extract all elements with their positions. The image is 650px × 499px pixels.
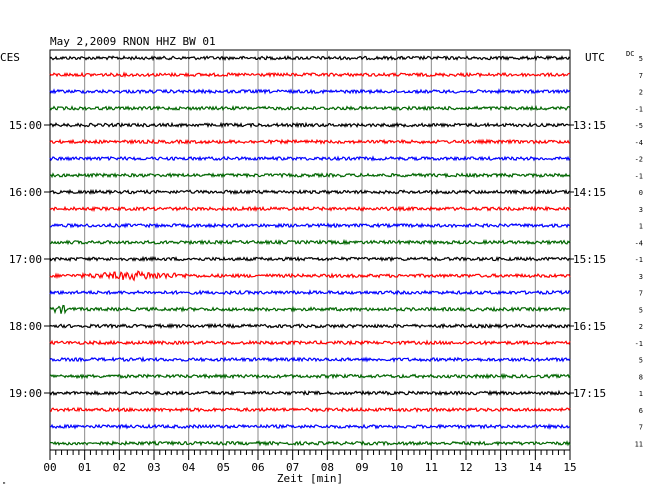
dc-offset-value: 5: [639, 306, 643, 314]
dc-offset-value: 2: [639, 89, 643, 97]
dc-offset-value: -1: [635, 340, 643, 348]
plot-area: 15:00 16:00 17:00 18:00 19:00 13:15 14:15 15:15…: [9, 49, 643, 474]
dc-offset-value: -1: [635, 256, 643, 264]
seismic-trace: [49, 172, 571, 179]
seismic-trace: [49, 222, 571, 229]
dc-offset-value: 3: [639, 206, 643, 214]
dc-offset-value: 3: [639, 273, 643, 281]
dc-offset-value: -4: [635, 139, 643, 147]
dc-offset-value: 2: [639, 323, 643, 331]
right-time-label: 15:15: [573, 253, 606, 266]
dc-offset-value: 5: [639, 357, 643, 365]
dc-offset-value: -5: [635, 122, 643, 130]
seismic-trace: [49, 205, 571, 213]
x-tick-label: 12: [459, 461, 472, 474]
dc-offset-value: 7: [639, 424, 643, 432]
right-time-label: 13:15: [573, 119, 606, 132]
x-tick-label: 05: [217, 461, 230, 474]
dc-offset-value: 7: [639, 72, 643, 80]
seismic-trace: [49, 423, 571, 430]
seismic-trace: [49, 440, 571, 447]
seismic-trace: [49, 406, 571, 413]
x-tick-label: 15: [563, 461, 576, 474]
x-tick-label: 01: [78, 461, 91, 474]
dc-offset-value: 8: [639, 373, 643, 381]
left-corner-label: CES: [0, 51, 20, 64]
x-tick-label: 06: [251, 461, 264, 474]
seismic-trace: [49, 304, 571, 315]
seismic-trace: [49, 71, 571, 79]
dc-offset-value: 0: [639, 189, 643, 197]
seismic-trace: [49, 55, 571, 62]
dc-offset-value: 11: [635, 440, 643, 448]
left-time-label: 19:00: [9, 387, 42, 400]
seismic-trace: [49, 104, 571, 112]
x-tick-label: 02: [113, 461, 126, 474]
chart-title: May 2,2009 RNON HHZ BW 01: [50, 35, 216, 48]
seismic-trace: [49, 121, 571, 129]
left-time-label: 16:00: [9, 186, 42, 199]
seismic-trace: [49, 289, 571, 296]
dc-offset-value: 1: [639, 223, 643, 231]
right-time-label: 17:15: [573, 387, 606, 400]
dc-offset-value: -1: [635, 105, 643, 113]
seismic-trace: [49, 88, 571, 95]
x-tick-label: 04: [182, 461, 196, 474]
footnote-mark: ": [2, 481, 6, 489]
x-axis-label: Zeit [min]: [277, 472, 343, 485]
x-tick-label: 00: [43, 461, 56, 474]
x-tick-label: 14: [529, 461, 543, 474]
dc-offset-value: -1: [635, 172, 643, 180]
x-tick-label: 09: [355, 461, 368, 474]
right-time-label: 14:15: [573, 186, 606, 199]
right-corner-label: UTC: [585, 51, 605, 64]
dc-offset-value: 5: [639, 55, 643, 63]
seismic-trace: [49, 389, 571, 397]
left-time-label: 15:00: [9, 119, 42, 132]
seismic-trace: [49, 238, 571, 246]
x-tick-label: 07: [286, 461, 299, 474]
seismic-trace: [49, 355, 571, 363]
seismic-trace: [49, 322, 571, 330]
seismic-trace: [49, 155, 571, 162]
dc-offset-value: -2: [635, 156, 643, 164]
dc-offset-value: 1: [639, 390, 643, 398]
seismic-trace: [49, 339, 571, 346]
seismic-trace: [49, 255, 571, 263]
x-tick-label: 03: [147, 461, 160, 474]
left-time-label: 17:00: [9, 253, 42, 266]
dc-offset-value: 6: [639, 407, 643, 415]
left-time-label: 18:00: [9, 320, 42, 333]
seismic-trace: [49, 372, 571, 380]
x-tick-label: 13: [494, 461, 507, 474]
plot-frame: [49, 49, 571, 451]
dc-offset-value: 7: [639, 290, 643, 298]
seismic-trace: [49, 270, 571, 282]
x-tick-label: 08: [321, 461, 334, 474]
right-time-label: 16:15: [573, 320, 606, 333]
x-tick-label: 11: [425, 461, 438, 474]
dc-label: DC: [626, 50, 634, 58]
seismic-trace: [49, 188, 571, 196]
seismic-trace: [49, 138, 571, 146]
dc-offset-value: -4: [635, 239, 643, 247]
x-tick-label: 10: [390, 461, 403, 474]
